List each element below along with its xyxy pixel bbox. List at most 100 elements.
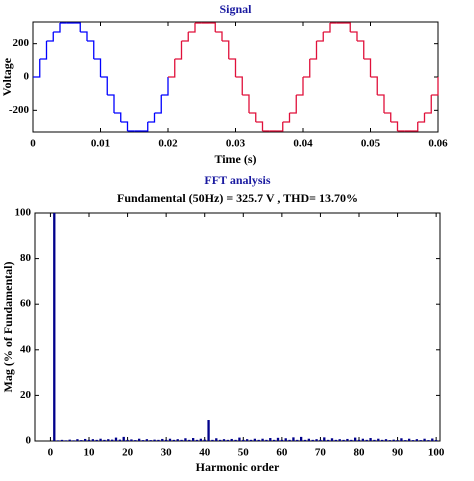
x-tick-label: 10 — [84, 447, 96, 459]
signal-step — [215, 31, 223, 41]
signal-step — [424, 95, 432, 114]
bar — [180, 439, 183, 441]
signal-step — [357, 40, 365, 59]
y-tick-label: 80 — [20, 252, 32, 264]
y-tick-label: 40 — [20, 343, 32, 355]
signal-step — [188, 23, 196, 33]
plot-area — [34, 212, 441, 442]
x-tick-label: 40 — [199, 447, 211, 459]
signal-step — [154, 95, 162, 114]
x-tick-label: 100 — [428, 447, 445, 459]
bar — [195, 439, 199, 441]
bar — [53, 213, 56, 441]
y-tick-label: 0 — [26, 435, 32, 447]
bar — [326, 439, 330, 441]
signal-step — [316, 32, 324, 42]
bar — [145, 439, 149, 441]
bar — [296, 439, 299, 441]
bar — [172, 439, 176, 441]
x-tick-label: 0 — [30, 138, 36, 150]
bar — [226, 439, 230, 441]
bar — [419, 440, 422, 441]
bar — [434, 440, 438, 441]
bar — [72, 440, 75, 441]
y-tick-label: 20 — [20, 389, 32, 401]
bar — [330, 438, 334, 441]
bar — [265, 439, 268, 441]
bar — [153, 439, 156, 441]
signal-step — [33, 59, 41, 78]
bar — [207, 420, 210, 441]
bar — [253, 438, 257, 441]
bar — [284, 438, 287, 441]
signal-step — [282, 113, 291, 123]
bar — [431, 438, 434, 441]
bar — [103, 439, 106, 441]
bar — [400, 438, 403, 441]
signal-step — [255, 121, 264, 131]
x-tick-label: 0.03 — [226, 138, 246, 150]
bar — [261, 438, 264, 441]
bar — [384, 439, 388, 441]
signal-step — [147, 113, 156, 123]
bar — [242, 439, 245, 441]
bar — [95, 439, 98, 441]
bar — [361, 438, 365, 441]
bar — [56, 440, 60, 441]
signal-step — [161, 77, 169, 96]
signal-step — [181, 32, 189, 42]
signal-step — [46, 32, 54, 42]
bar — [141, 440, 145, 441]
x-tick-label: 30 — [161, 447, 173, 459]
bar — [222, 439, 226, 441]
x-tick-label: 60 — [276, 447, 288, 459]
x-tick-label: 0 — [48, 447, 54, 459]
signal-step — [39, 41, 48, 60]
signal-step — [431, 77, 439, 96]
bar — [157, 439, 160, 441]
bar — [114, 437, 118, 441]
bar — [107, 439, 110, 441]
signal-step — [417, 113, 426, 123]
bar — [191, 438, 195, 441]
signal-step — [87, 40, 95, 59]
x-tick-label: 20 — [122, 447, 134, 459]
signal-step — [390, 121, 399, 131]
bar — [110, 439, 114, 441]
bar — [346, 438, 349, 441]
signal-step — [303, 59, 311, 78]
x-axis-label: Time (s) — [214, 152, 256, 166]
bar — [168, 438, 172, 441]
bar — [149, 440, 152, 441]
bar — [230, 438, 233, 441]
bar — [396, 440, 399, 441]
x-tick-label: 80 — [354, 447, 366, 459]
signal-step — [289, 95, 297, 114]
signal-step — [370, 76, 378, 95]
bar — [423, 438, 426, 441]
bar — [60, 439, 64, 441]
x-tick-label: 0.02 — [158, 138, 178, 150]
bar — [315, 439, 318, 441]
bar — [164, 439, 168, 441]
bar — [238, 437, 241, 441]
bar — [272, 439, 276, 441]
signal-step — [323, 23, 331, 33]
bar — [68, 439, 71, 441]
bar — [215, 438, 218, 441]
signal-step — [141, 122, 149, 132]
signal-step — [411, 122, 419, 132]
bar — [91, 439, 95, 441]
signal-step — [168, 59, 176, 78]
bar — [380, 439, 384, 441]
x-axis-label: Harmonic order — [196, 460, 280, 474]
bar — [137, 438, 141, 441]
bar — [411, 440, 415, 441]
bar — [365, 439, 368, 441]
y-tick-label: -200 — [9, 104, 30, 116]
bar — [83, 438, 87, 441]
signal-step — [100, 76, 108, 95]
bar — [99, 438, 102, 441]
bar — [184, 438, 187, 441]
x-tick-label: 50 — [238, 447, 250, 459]
